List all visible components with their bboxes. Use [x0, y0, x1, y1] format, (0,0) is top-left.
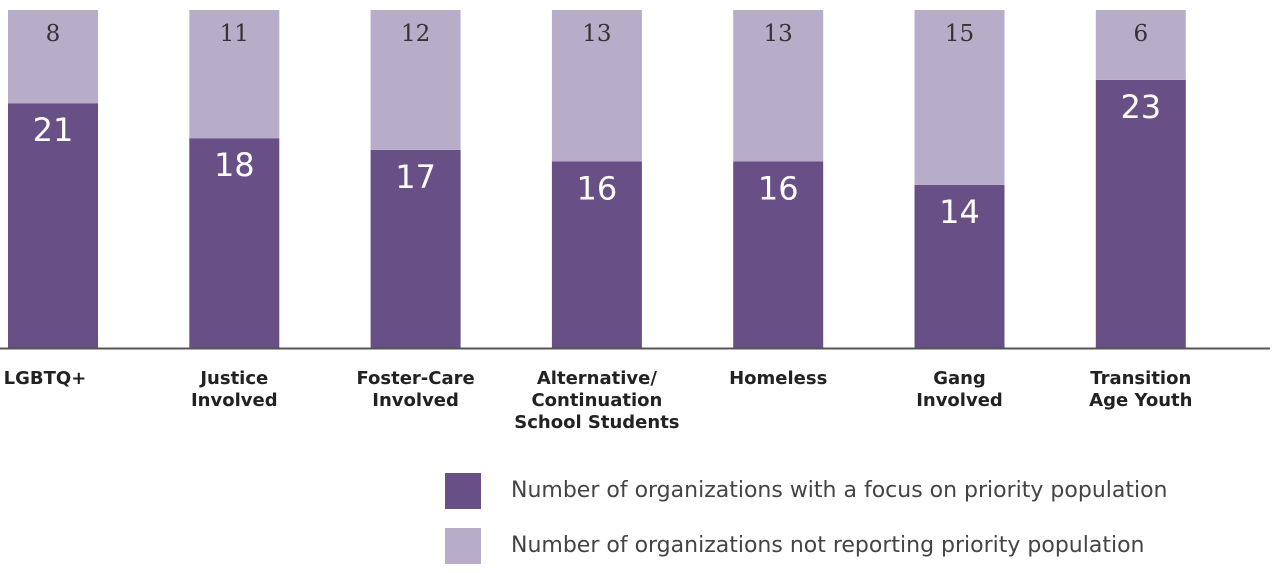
data-label-focus: 16: [577, 170, 618, 208]
data-label-focus: 16: [758, 170, 799, 208]
bar-not-reporting: [370, 10, 461, 150]
bar-not-reporting: [189, 10, 280, 139]
data-label-focus: 23: [1120, 88, 1161, 126]
category-label: Alternative/: [537, 368, 657, 389]
bar-focus: [1095, 79, 1186, 349]
bar-focus: [733, 161, 824, 348]
legend-swatch-focus: [445, 472, 481, 509]
legend: Number of organizations with a focus on …: [445, 463, 1168, 573]
data-label-focus: 18: [214, 146, 255, 184]
category-label: Transition: [1090, 368, 1191, 389]
data-label-not-reporting: 8: [46, 21, 61, 47]
bar-focus: [370, 149, 461, 348]
category-label: Involved: [191, 390, 278, 411]
data-label-focus: 17: [395, 158, 436, 196]
data-label-not-reporting: 13: [764, 21, 793, 47]
legend-label-focus: Number of organizations with a focus on …: [511, 478, 1168, 503]
legend-item-not-reporting: Number of organizations not reporting pr…: [445, 518, 1168, 573]
category-label: Age Youth: [1089, 390, 1192, 411]
category-label: LGBTQ+: [4, 368, 87, 389]
category-label: Gang: [933, 368, 986, 389]
category-label: Foster-Care: [356, 368, 474, 389]
category-label: Involved: [916, 390, 1003, 411]
bar-not-reporting: [8, 10, 98, 104]
category-label: Justice: [198, 368, 268, 389]
data-label-not-reporting: 12: [401, 21, 430, 47]
data-label-not-reporting: 13: [582, 21, 611, 47]
bar-focus: [914, 184, 1005, 348]
category-label: School Students: [514, 412, 679, 433]
bar-not-reporting: [733, 10, 824, 162]
data-label-not-reporting: 11: [220, 21, 249, 47]
data-label-not-reporting: 15: [945, 21, 974, 47]
bar-not-reporting: [1095, 10, 1186, 80]
bar-not-reporting: [551, 10, 642, 162]
category-label: Homeless: [729, 368, 827, 389]
data-label-focus: 21: [33, 111, 74, 149]
bar-focus: [551, 161, 642, 348]
data-label-focus: 14: [939, 193, 980, 231]
legend-label-not-reporting: Number of organizations not reporting pr…: [511, 533, 1145, 558]
data-label-not-reporting: 6: [1133, 21, 1148, 47]
legend-item-focus: Number of organizations with a focus on …: [445, 463, 1168, 518]
legend-swatch-not-reporting: [445, 527, 481, 564]
bar-focus: [8, 103, 98, 348]
bar-not-reporting: [914, 10, 1005, 185]
category-label: Continuation: [531, 390, 662, 411]
bar-focus: [189, 138, 280, 348]
category-label: Involved: [372, 390, 459, 411]
stacked-bar-chart: 218LGBTQ+1811JusticeInvolved1712Foster-C…: [0, 10, 1270, 433]
